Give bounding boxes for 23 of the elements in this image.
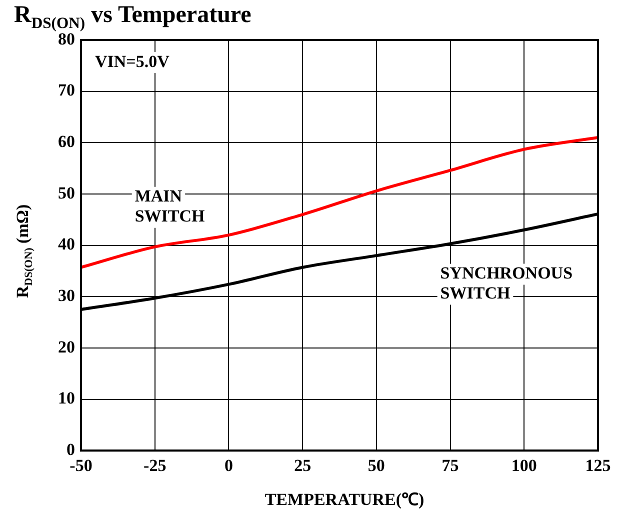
y-tick-label: 0	[66, 440, 75, 459]
y-tick-label: 80	[58, 29, 75, 48]
x-axis-title: TEMPERATURE(℃)	[264, 489, 426, 510]
chart-title: R$_{DS(ON)}$ vs Temperature	[14, 2, 252, 32]
x-tick-label: 50	[368, 456, 385, 476]
line-series	[81, 136, 598, 269]
y-tick-label: 70	[58, 80, 75, 100]
series-label: SYNCHRONOUS SWITCH	[440, 264, 573, 303]
y-tick-label: 10	[58, 388, 75, 408]
x-tick-label: 125	[585, 456, 611, 476]
annotation: VIN=5.0V	[95, 52, 170, 71]
series-label: MAIN SWITCH	[134, 186, 205, 226]
x-tick-label: 100	[511, 456, 537, 476]
x-tick-label: -25	[144, 456, 166, 476]
y-tick-label: 50	[58, 183, 75, 202]
x-tick-label: 25	[294, 456, 312, 476]
y-tick-label: 60	[58, 132, 75, 152]
x-tick-label: 75	[442, 456, 459, 476]
y-tick-label: 30	[58, 286, 75, 306]
x-tick-label: 0	[224, 456, 233, 476]
y-tick-label: 20	[58, 337, 75, 356]
y-tick-label: 40	[58, 234, 75, 254]
x-tick-label: -50	[70, 456, 92, 476]
